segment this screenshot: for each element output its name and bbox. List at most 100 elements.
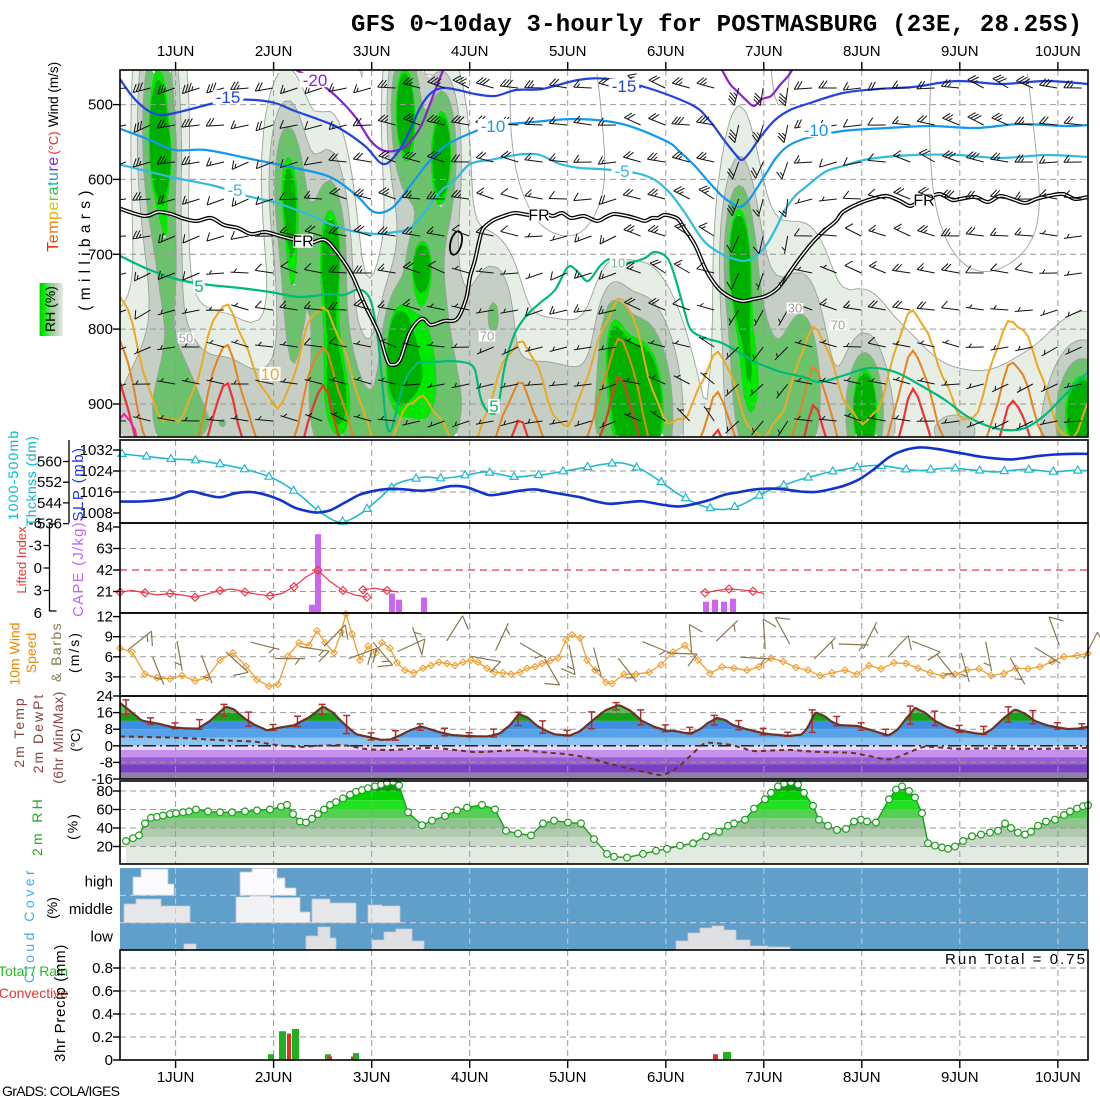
svg-text:16: 16 (96, 705, 113, 722)
svg-text:10JUN: 10JUN (1035, 1069, 1081, 1086)
svg-text:(°C): (°C) (68, 728, 83, 751)
svg-text:20: 20 (96, 839, 113, 856)
svg-text:80: 80 (96, 783, 113, 800)
svg-text:6JUN: 6JUN (647, 1069, 685, 1086)
svg-text:0.6: 0.6 (92, 983, 113, 1000)
svg-text:600: 600 (88, 171, 113, 188)
svg-text:(°C): (°C) (46, 131, 61, 154)
svg-text:Total / Rain: Total / Rain (0, 963, 68, 979)
svg-text:0: 0 (34, 560, 42, 577)
svg-text:8: 8 (105, 721, 113, 738)
svg-text:900: 900 (88, 396, 113, 413)
svg-text:2JUN: 2JUN (255, 43, 293, 60)
svg-text:FR: FR (528, 207, 549, 224)
svg-text:-5: -5 (614, 162, 629, 181)
svg-text:1008: 1008 (80, 505, 113, 522)
svg-text:(%): (%) (44, 897, 60, 919)
svg-text:-16: -16 (91, 771, 113, 788)
svg-text:5JUN: 5JUN (549, 1069, 587, 1086)
svg-text:-20: -20 (303, 71, 328, 90)
svg-text:Run Total = 0.75: Run Total = 0.75 (945, 951, 1085, 968)
svg-text:560: 560 (37, 454, 62, 471)
svg-text:0.8: 0.8 (92, 960, 113, 977)
svg-text:-8: -8 (100, 754, 113, 771)
svg-text:24: 24 (96, 688, 113, 705)
svg-text:1000-500mb: 1000-500mb (5, 430, 21, 521)
svg-text:-15: -15 (612, 77, 637, 96)
svg-text:63: 63 (96, 541, 113, 558)
svg-text:CAPE (J/kg): CAPE (J/kg) (70, 521, 87, 617)
svg-text:2m DewPt: 2m DewPt (30, 693, 46, 774)
svg-text:-5: -5 (227, 181, 242, 200)
svg-text:-15: -15 (216, 88, 241, 107)
svg-text:2JUN: 2JUN (255, 1069, 293, 1086)
svg-text:4JUN: 4JUN (451, 1069, 489, 1086)
svg-text:3JUN: 3JUN (353, 43, 391, 60)
svg-text:50: 50 (179, 330, 193, 345)
svg-text:5JUN: 5JUN (549, 43, 587, 60)
svg-text:84: 84 (96, 519, 113, 536)
svg-text:70: 70 (831, 317, 845, 332)
svg-text:10: 10 (611, 255, 625, 270)
svg-text:5: 5 (489, 397, 498, 416)
svg-text:12: 12 (96, 609, 113, 626)
svg-text:(6hr Min/Max): (6hr Min/Max) (50, 691, 66, 784)
svg-text:3: 3 (34, 583, 42, 600)
svg-text:Wind (m/s): Wind (m/s) (46, 62, 61, 127)
svg-text:RH (%): RH (%) (42, 286, 58, 332)
svg-text:700: 700 (88, 246, 113, 263)
svg-text:3hr Precip (mm): 3hr Precip (mm) (52, 944, 69, 1062)
svg-text:9JUN: 9JUN (941, 43, 979, 60)
svg-text:1JUN: 1JUN (157, 1069, 195, 1086)
svg-text:9JUN: 9JUN (941, 1069, 979, 1086)
svg-text:SLP (mb): SLP (mb) (70, 446, 87, 521)
svg-text:Temperature: Temperature (45, 156, 62, 251)
svg-text:Cloud Cover: Cloud Cover (21, 867, 37, 983)
svg-text:10: 10 (261, 365, 280, 384)
svg-text:GFS 0~10day 3-hourly for POSTM: GFS 0~10day 3-hourly for POSTMASBURG (23… (351, 12, 1082, 39)
svg-text:7JUN: 7JUN (745, 1069, 783, 1086)
svg-text:552: 552 (37, 474, 62, 491)
svg-text:GrADS: COLA/IGES: GrADS: COLA/IGES (2, 1083, 120, 1099)
svg-text:Speed: Speed (23, 633, 39, 673)
svg-text:4JUN: 4JUN (451, 43, 489, 60)
svg-text:-3: -3 (29, 538, 42, 555)
svg-text:60: 60 (96, 802, 113, 819)
svg-text:low: low (90, 928, 113, 945)
svg-text:21: 21 (96, 584, 113, 601)
svg-text:3JUN: 3JUN (353, 1069, 391, 1086)
svg-text:5: 5 (194, 277, 203, 296)
svg-text:1024: 1024 (80, 463, 113, 480)
svg-text:10JUN: 10JUN (1035, 43, 1081, 60)
svg-text:500: 500 (88, 97, 113, 114)
svg-text:6: 6 (105, 649, 113, 666)
svg-text:6: 6 (34, 605, 42, 622)
svg-text:-10: -10 (804, 121, 829, 140)
svg-text:8JUN: 8JUN (843, 43, 881, 60)
svg-text:8JUN: 8JUN (843, 1069, 881, 1086)
svg-text:2m Temp: 2m Temp (11, 696, 27, 767)
svg-text:30: 30 (788, 300, 802, 315)
svg-text:3: 3 (105, 669, 113, 686)
svg-text:6JUN: 6JUN (647, 43, 685, 60)
svg-text:2m RH: 2m RH (29, 796, 45, 856)
svg-text:1JUN: 1JUN (157, 43, 195, 60)
svg-text:40: 40 (96, 820, 113, 837)
svg-text:& Barbs: & Barbs (48, 622, 64, 682)
svg-text:800: 800 (88, 321, 113, 338)
svg-text:(millibars): (millibars) (77, 185, 94, 310)
svg-text:1016: 1016 (80, 484, 113, 501)
svg-text:7JUN: 7JUN (745, 43, 783, 60)
svg-text:0.4: 0.4 (92, 1006, 113, 1023)
svg-text:(%): (%) (65, 812, 81, 840)
svg-text:FR: FR (292, 233, 313, 250)
svg-text:42: 42 (96, 562, 113, 579)
svg-text:-10: -10 (481, 117, 506, 136)
svg-text:high: high (85, 874, 113, 891)
svg-text:544: 544 (37, 495, 62, 512)
svg-text:1032: 1032 (80, 442, 113, 459)
svg-text:Convective: Convective (0, 985, 68, 1001)
svg-text:0.2: 0.2 (92, 1029, 113, 1046)
svg-text:middle: middle (69, 901, 113, 918)
svg-text:0: 0 (105, 738, 113, 755)
